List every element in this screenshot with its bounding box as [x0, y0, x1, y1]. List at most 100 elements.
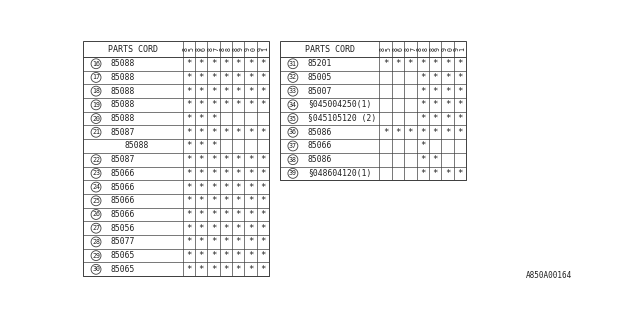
Text: *: * [260, 196, 266, 205]
Text: *: * [248, 196, 253, 205]
Text: *: * [396, 59, 401, 68]
Text: *: * [383, 128, 388, 137]
Text: §048604120(1): §048604120(1) [308, 169, 371, 178]
Text: *: * [186, 100, 191, 109]
Text: 8
5: 8 5 [380, 47, 392, 51]
Text: *: * [236, 183, 241, 192]
Text: 26: 26 [92, 212, 100, 218]
Text: *: * [260, 169, 266, 178]
Text: *: * [211, 265, 216, 274]
Text: 8
9: 8 9 [232, 47, 244, 51]
Text: *: * [260, 183, 266, 192]
Text: *: * [186, 196, 191, 205]
Text: *: * [211, 183, 216, 192]
Text: *: * [223, 183, 228, 192]
Text: 85065: 85065 [111, 265, 135, 274]
Text: *: * [186, 237, 191, 246]
Text: *: * [198, 59, 204, 68]
Text: *: * [223, 251, 228, 260]
Text: *: * [198, 265, 204, 274]
Text: *: * [445, 100, 450, 109]
Text: 17: 17 [92, 75, 100, 80]
Text: *: * [236, 224, 241, 233]
Text: 85086: 85086 [308, 155, 332, 164]
Text: *: * [198, 155, 204, 164]
Text: *: * [383, 59, 388, 68]
Text: *: * [186, 183, 191, 192]
Text: *: * [236, 100, 241, 109]
Text: *: * [198, 128, 204, 137]
Text: *: * [260, 59, 266, 68]
Text: 35: 35 [289, 116, 297, 122]
Text: 9
1: 9 1 [454, 47, 465, 51]
Text: 19: 19 [92, 102, 100, 108]
Text: 32: 32 [289, 75, 297, 80]
Text: 23: 23 [92, 170, 100, 176]
Text: *: * [260, 237, 266, 246]
Text: *: * [211, 59, 216, 68]
Text: *: * [236, 251, 241, 260]
Text: *: * [223, 224, 228, 233]
Text: 25: 25 [92, 198, 100, 204]
Text: *: * [445, 59, 450, 68]
Text: 29: 29 [92, 252, 100, 259]
Text: 34: 34 [289, 102, 297, 108]
Text: *: * [186, 155, 191, 164]
Text: *: * [457, 169, 463, 178]
Text: *: * [211, 128, 216, 137]
Text: *: * [457, 114, 463, 123]
Text: *: * [457, 59, 463, 68]
Text: *: * [186, 265, 191, 274]
Text: 85066: 85066 [111, 210, 135, 219]
Text: *: * [198, 196, 204, 205]
Text: *: * [248, 59, 253, 68]
Text: A850A00164: A850A00164 [526, 271, 572, 280]
Text: 85056: 85056 [111, 224, 135, 233]
Text: *: * [260, 224, 266, 233]
Text: 22: 22 [92, 157, 100, 163]
Text: 21: 21 [92, 129, 100, 135]
Text: 85088: 85088 [111, 114, 135, 123]
Text: 8
8: 8 8 [220, 47, 232, 51]
Text: *: * [198, 251, 204, 260]
Text: 85066: 85066 [111, 196, 135, 205]
Text: *: * [260, 265, 266, 274]
Text: *: * [223, 169, 228, 178]
Text: *: * [236, 128, 241, 137]
Text: *: * [433, 128, 438, 137]
Bar [83, 42, 269, 276]
Text: *: * [211, 141, 216, 150]
Text: 8
7: 8 7 [208, 47, 220, 51]
Bar [280, 42, 466, 180]
Text: 85065: 85065 [111, 251, 135, 260]
Text: 9
0: 9 0 [442, 47, 453, 51]
Text: 39: 39 [289, 170, 297, 176]
Text: *: * [260, 73, 266, 82]
Text: *: * [186, 114, 191, 123]
Text: *: * [408, 128, 413, 137]
Text: *: * [248, 210, 253, 219]
Text: *: * [211, 210, 216, 219]
Text: *: * [420, 141, 426, 150]
Text: *: * [433, 100, 438, 109]
Text: 33: 33 [289, 88, 297, 94]
Text: *: * [211, 237, 216, 246]
Text: *: * [248, 100, 253, 109]
Text: *: * [223, 59, 228, 68]
Text: *: * [236, 155, 241, 164]
Text: 9
1: 9 1 [257, 47, 269, 51]
Text: *: * [223, 237, 228, 246]
Text: PARTS CORD: PARTS CORD [108, 45, 158, 54]
Text: 85201: 85201 [308, 59, 332, 68]
Text: *: * [457, 100, 463, 109]
Text: *: * [198, 73, 204, 82]
Text: §045105120 (2): §045105120 (2) [308, 114, 376, 123]
Text: 85086: 85086 [308, 128, 332, 137]
Text: *: * [198, 169, 204, 178]
Text: *: * [211, 114, 216, 123]
Text: *: * [236, 73, 241, 82]
Text: *: * [186, 210, 191, 219]
Text: *: * [211, 73, 216, 82]
Text: *: * [211, 155, 216, 164]
Text: *: * [186, 224, 191, 233]
